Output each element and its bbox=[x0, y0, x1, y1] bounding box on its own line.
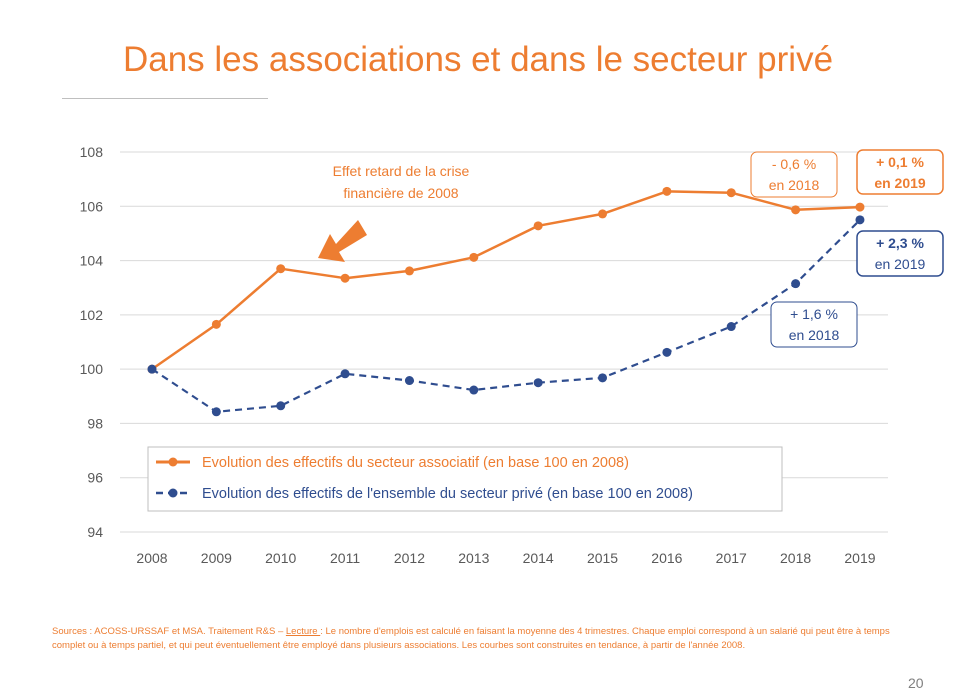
sources-lecture-label: Lecture bbox=[285, 626, 321, 637]
data-point-priv bbox=[855, 215, 865, 225]
data-point-assoc bbox=[533, 221, 543, 231]
data-point-priv bbox=[533, 378, 543, 388]
series-line-priv bbox=[151, 219, 861, 413]
data-point-assoc bbox=[276, 264, 286, 274]
data-point-priv bbox=[147, 364, 157, 374]
y-tick-label: 106 bbox=[80, 198, 104, 214]
data-point-assoc bbox=[791, 205, 801, 215]
x-tick-label: 2008 bbox=[136, 550, 167, 566]
series-lines bbox=[147, 186, 865, 417]
callout-assoc-2019-line2: en 2019 bbox=[874, 175, 926, 191]
callout-priv-2018-line2: en 2018 bbox=[789, 327, 840, 343]
x-tick-label: 2015 bbox=[587, 550, 618, 566]
y-axis-ticks: 94 96 98 100 102 104 106 108 bbox=[80, 144, 104, 540]
data-point-priv bbox=[791, 279, 801, 289]
sources-prefix: Sources : ACOSS-URSSAF et MSA. Traitemen… bbox=[52, 626, 286, 637]
page-number: 20 bbox=[908, 675, 924, 691]
callout-assoc-2018-box bbox=[750, 151, 838, 198]
sources-note: Sources : ACOSS-URSSAF et MSA. Traitemen… bbox=[52, 625, 892, 652]
data-point-priv bbox=[211, 407, 221, 417]
data-point-assoc bbox=[340, 273, 350, 283]
callout-priv-2018-line1: + 1,6 % bbox=[790, 306, 838, 322]
y-tick-label: 104 bbox=[80, 253, 104, 269]
callout-assoc-2018-line1: - 0,6 % bbox=[772, 156, 816, 172]
slide-title: Dans les associations et dans le secteur… bbox=[122, 40, 834, 79]
data-point-priv bbox=[726, 322, 736, 332]
y-tick-label: 108 bbox=[80, 144, 104, 160]
x-tick-label: 2019 bbox=[844, 550, 875, 566]
y-tick-label: 100 bbox=[80, 361, 104, 377]
data-point-priv bbox=[469, 385, 479, 395]
x-tick-label: 2016 bbox=[651, 550, 682, 566]
data-point-assoc bbox=[662, 186, 672, 196]
data-point-assoc bbox=[469, 252, 479, 262]
data-point-assoc bbox=[726, 188, 736, 198]
callout-priv-2018-box bbox=[770, 301, 858, 348]
legend-box bbox=[147, 446, 783, 512]
series-line-assoc bbox=[151, 190, 861, 371]
x-tick-label: 2014 bbox=[523, 550, 554, 566]
callout-assoc-2019-box bbox=[856, 149, 944, 195]
x-tick-label: 2011 bbox=[330, 550, 360, 566]
data-point-assoc bbox=[211, 319, 221, 329]
data-point-priv bbox=[276, 401, 286, 411]
x-tick-label: 2017 bbox=[716, 550, 747, 566]
callout-assoc-2018-line2: en 2018 bbox=[769, 177, 820, 193]
legend-label-assoc: Evolution des effectifs du secteur assoc… bbox=[202, 455, 629, 471]
legend-marker-priv bbox=[168, 488, 178, 498]
y-tick-label: 98 bbox=[87, 415, 103, 431]
x-tick-label: 2018 bbox=[780, 550, 811, 566]
data-point-priv bbox=[598, 373, 608, 383]
x-tick-label: 2012 bbox=[394, 550, 425, 566]
callout-assoc-2019-line1: + 0,1 % bbox=[876, 154, 924, 170]
callout-priv-2019-line1: + 2,3 % bbox=[876, 235, 924, 251]
chart-legend: Evolution des effectifs du secteur assoc… bbox=[147, 446, 783, 512]
x-tick-label: 2010 bbox=[265, 550, 296, 566]
crisis-arrow-icon bbox=[318, 220, 367, 262]
crisis-annotation-line1: Effet retard de la crise bbox=[333, 163, 470, 179]
data-point-priv bbox=[662, 347, 672, 357]
y-tick-label: 96 bbox=[87, 470, 103, 486]
callout-priv-2019-line2: en 2019 bbox=[875, 256, 926, 272]
data-point-priv bbox=[404, 376, 414, 386]
y-tick-label: 94 bbox=[87, 524, 103, 540]
data-point-priv bbox=[340, 369, 350, 379]
callout-priv-2019-box bbox=[856, 230, 944, 277]
data-point-assoc bbox=[855, 202, 865, 212]
data-point-assoc bbox=[598, 209, 608, 219]
legend-label-priv: Evolution des effectifs de l'ensemble du… bbox=[202, 486, 693, 502]
legend-marker-assoc bbox=[168, 457, 178, 467]
x-axis-ticks: 2008 2009 2010 2011 2012 2013 2014 2015 2016 2017… bbox=[136, 550, 875, 566]
crisis-annotation-line2: financière de 2008 bbox=[343, 185, 458, 201]
data-point-assoc bbox=[404, 266, 414, 276]
x-tick-label: 2009 bbox=[201, 550, 232, 566]
sources-text: : Le nombre d'emplois est calculé en fai… bbox=[52, 626, 890, 651]
title-underline bbox=[62, 98, 268, 99]
x-tick-label: 2013 bbox=[458, 550, 489, 566]
y-tick-label: 102 bbox=[80, 307, 104, 323]
